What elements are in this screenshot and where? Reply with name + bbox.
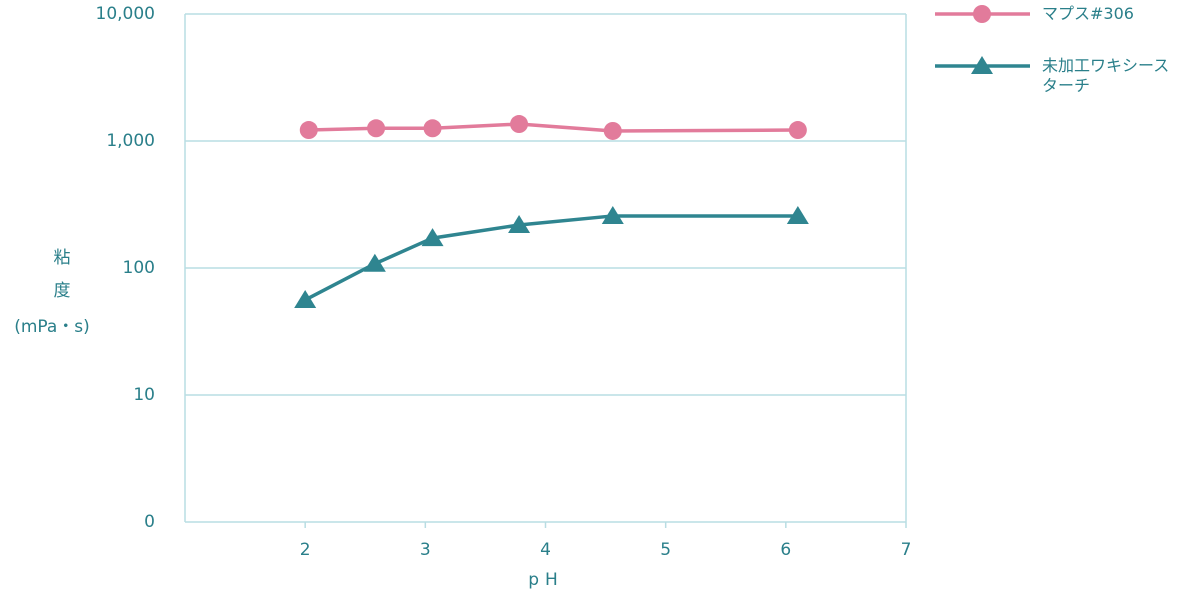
y-tick-label: 10 [133,385,155,405]
series-line [308,122,798,133]
y-axis-label: 度 [54,281,71,301]
x-axis-label: pH [528,570,564,590]
x-tick-label: 6 [780,540,791,560]
marker [973,5,991,23]
x-tick-label: 4 [540,540,551,560]
marker [294,289,317,308]
marker [508,215,531,234]
marker [603,121,622,140]
marker [423,119,442,138]
marker [299,121,318,140]
marker [971,56,993,74]
x-tick-label: 2 [300,540,311,560]
x-tick-label: 5 [660,540,671,560]
legend-label: 未加工ワキシースターチ [1042,56,1170,95]
legend-label: マプス#306 [1042,4,1134,23]
marker [421,228,444,247]
marker [510,115,529,134]
y-axis-label: 粘 [54,248,71,268]
y-axis-label: (mPa・s) [14,317,90,337]
y-tick-label: 100 [123,258,155,278]
y-tick-label: 0 [144,512,155,532]
series-line [304,214,798,302]
marker [367,119,386,138]
x-tick-label: 3 [420,540,431,560]
y-tick-label: 1,000 [106,131,155,151]
marker [788,121,807,140]
y-tick-label: 10,000 [96,4,155,24]
marker [601,205,624,224]
marker [363,253,386,272]
marker [786,205,809,224]
x-tick-label: 7 [901,540,912,560]
